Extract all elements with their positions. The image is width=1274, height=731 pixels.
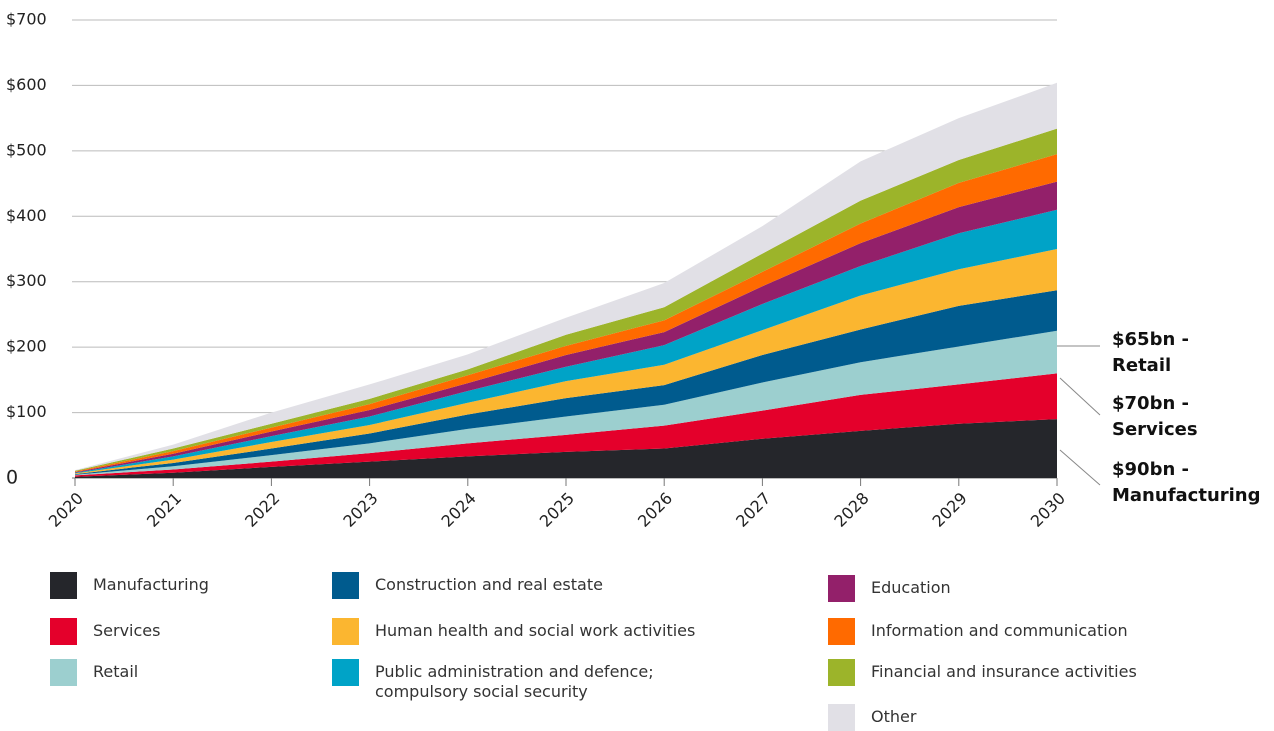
legend-swatch: [50, 659, 77, 686]
legend-swatch: [828, 575, 855, 602]
area: [75, 249, 1057, 475]
x-tick-label: 2024: [438, 489, 480, 531]
area: [75, 373, 1057, 477]
legend-item: Construction and real estate: [332, 572, 603, 599]
legend-label: Construction and real estate: [375, 575, 603, 594]
legend-item: Other: [828, 704, 916, 731]
annotation: $70bn -: [1112, 393, 1189, 414]
y-tick-label: $100: [6, 402, 47, 421]
legend-item: Information and communication: [828, 618, 1128, 645]
area: [75, 128, 1057, 472]
y-tick-label: $200: [6, 337, 47, 356]
legend-label: Other: [871, 707, 917, 726]
x-tick-label: 2022: [241, 489, 283, 531]
area: [75, 181, 1057, 473]
legend-swatch: [50, 618, 77, 645]
annotation: $65bn -: [1112, 329, 1189, 350]
x-tick-label: 2025: [536, 489, 578, 531]
legend-swatch: [828, 704, 855, 731]
legend-item: Retail: [50, 659, 138, 686]
chart: 0 $100 $200 $300 $400 $500 $600 $700 2020 2021 202…: [6, 10, 1261, 531]
area: [75, 154, 1057, 473]
legend-label: Retail: [93, 662, 139, 681]
area: [75, 209, 1057, 474]
legend-swatch: [828, 659, 855, 686]
y-tick-label: $300: [6, 271, 47, 290]
y-tick-label: 0: [6, 467, 18, 489]
x-tick-label: 2020: [45, 489, 87, 531]
area: [75, 82, 1057, 471]
y-tick-label: $500: [6, 140, 47, 159]
annotation: Manufacturing: [1112, 485, 1261, 506]
legend-item: Human health and social work activities: [332, 618, 695, 645]
legend-label: Human health and social work activities: [375, 621, 696, 640]
leader-line: [1059, 449, 1101, 486]
y-tick-label: $700: [6, 10, 47, 29]
x-tick-label: 2021: [143, 489, 185, 531]
legend-item: Services: [50, 618, 160, 645]
annotation: $90bn -: [1112, 459, 1189, 480]
legend-swatch: [50, 572, 77, 599]
x-tick-label: 2027: [732, 489, 774, 531]
y-tick-label: $400: [6, 206, 47, 225]
legend-label: Financial and insurance activities: [871, 662, 1137, 681]
legend-label: Manufacturing: [93, 575, 209, 594]
legend-item: Manufacturing: [50, 572, 209, 599]
area: [75, 419, 1057, 478]
legend-swatch: [332, 572, 359, 599]
leader-line: [1059, 377, 1101, 416]
legend-label: Education: [871, 578, 951, 597]
legend-swatch: [332, 618, 359, 645]
y-tick-label: $600: [6, 75, 47, 94]
x-tick-label: 2026: [634, 489, 676, 531]
legend-label: Information and communication: [871, 621, 1128, 640]
legend-item: Financial and insurance activities: [828, 659, 1137, 686]
x-tick-label: 2030: [1027, 489, 1069, 531]
x-tick-label: 2029: [929, 489, 971, 531]
legend-swatch: [332, 659, 359, 686]
area: [75, 290, 1057, 475]
x-tick-label: 2028: [830, 489, 872, 531]
x-tick-label: 2023: [339, 489, 381, 531]
legend-label: Public administration and defence; compu…: [375, 662, 654, 701]
legend-label: Services: [93, 621, 161, 640]
annotation: Retail: [1112, 355, 1171, 376]
legend-swatch: [828, 618, 855, 645]
legend-item: Education: [828, 575, 951, 602]
annotation: Services: [1112, 419, 1198, 440]
legend-item: Public administration and defence; compu…: [332, 659, 665, 702]
